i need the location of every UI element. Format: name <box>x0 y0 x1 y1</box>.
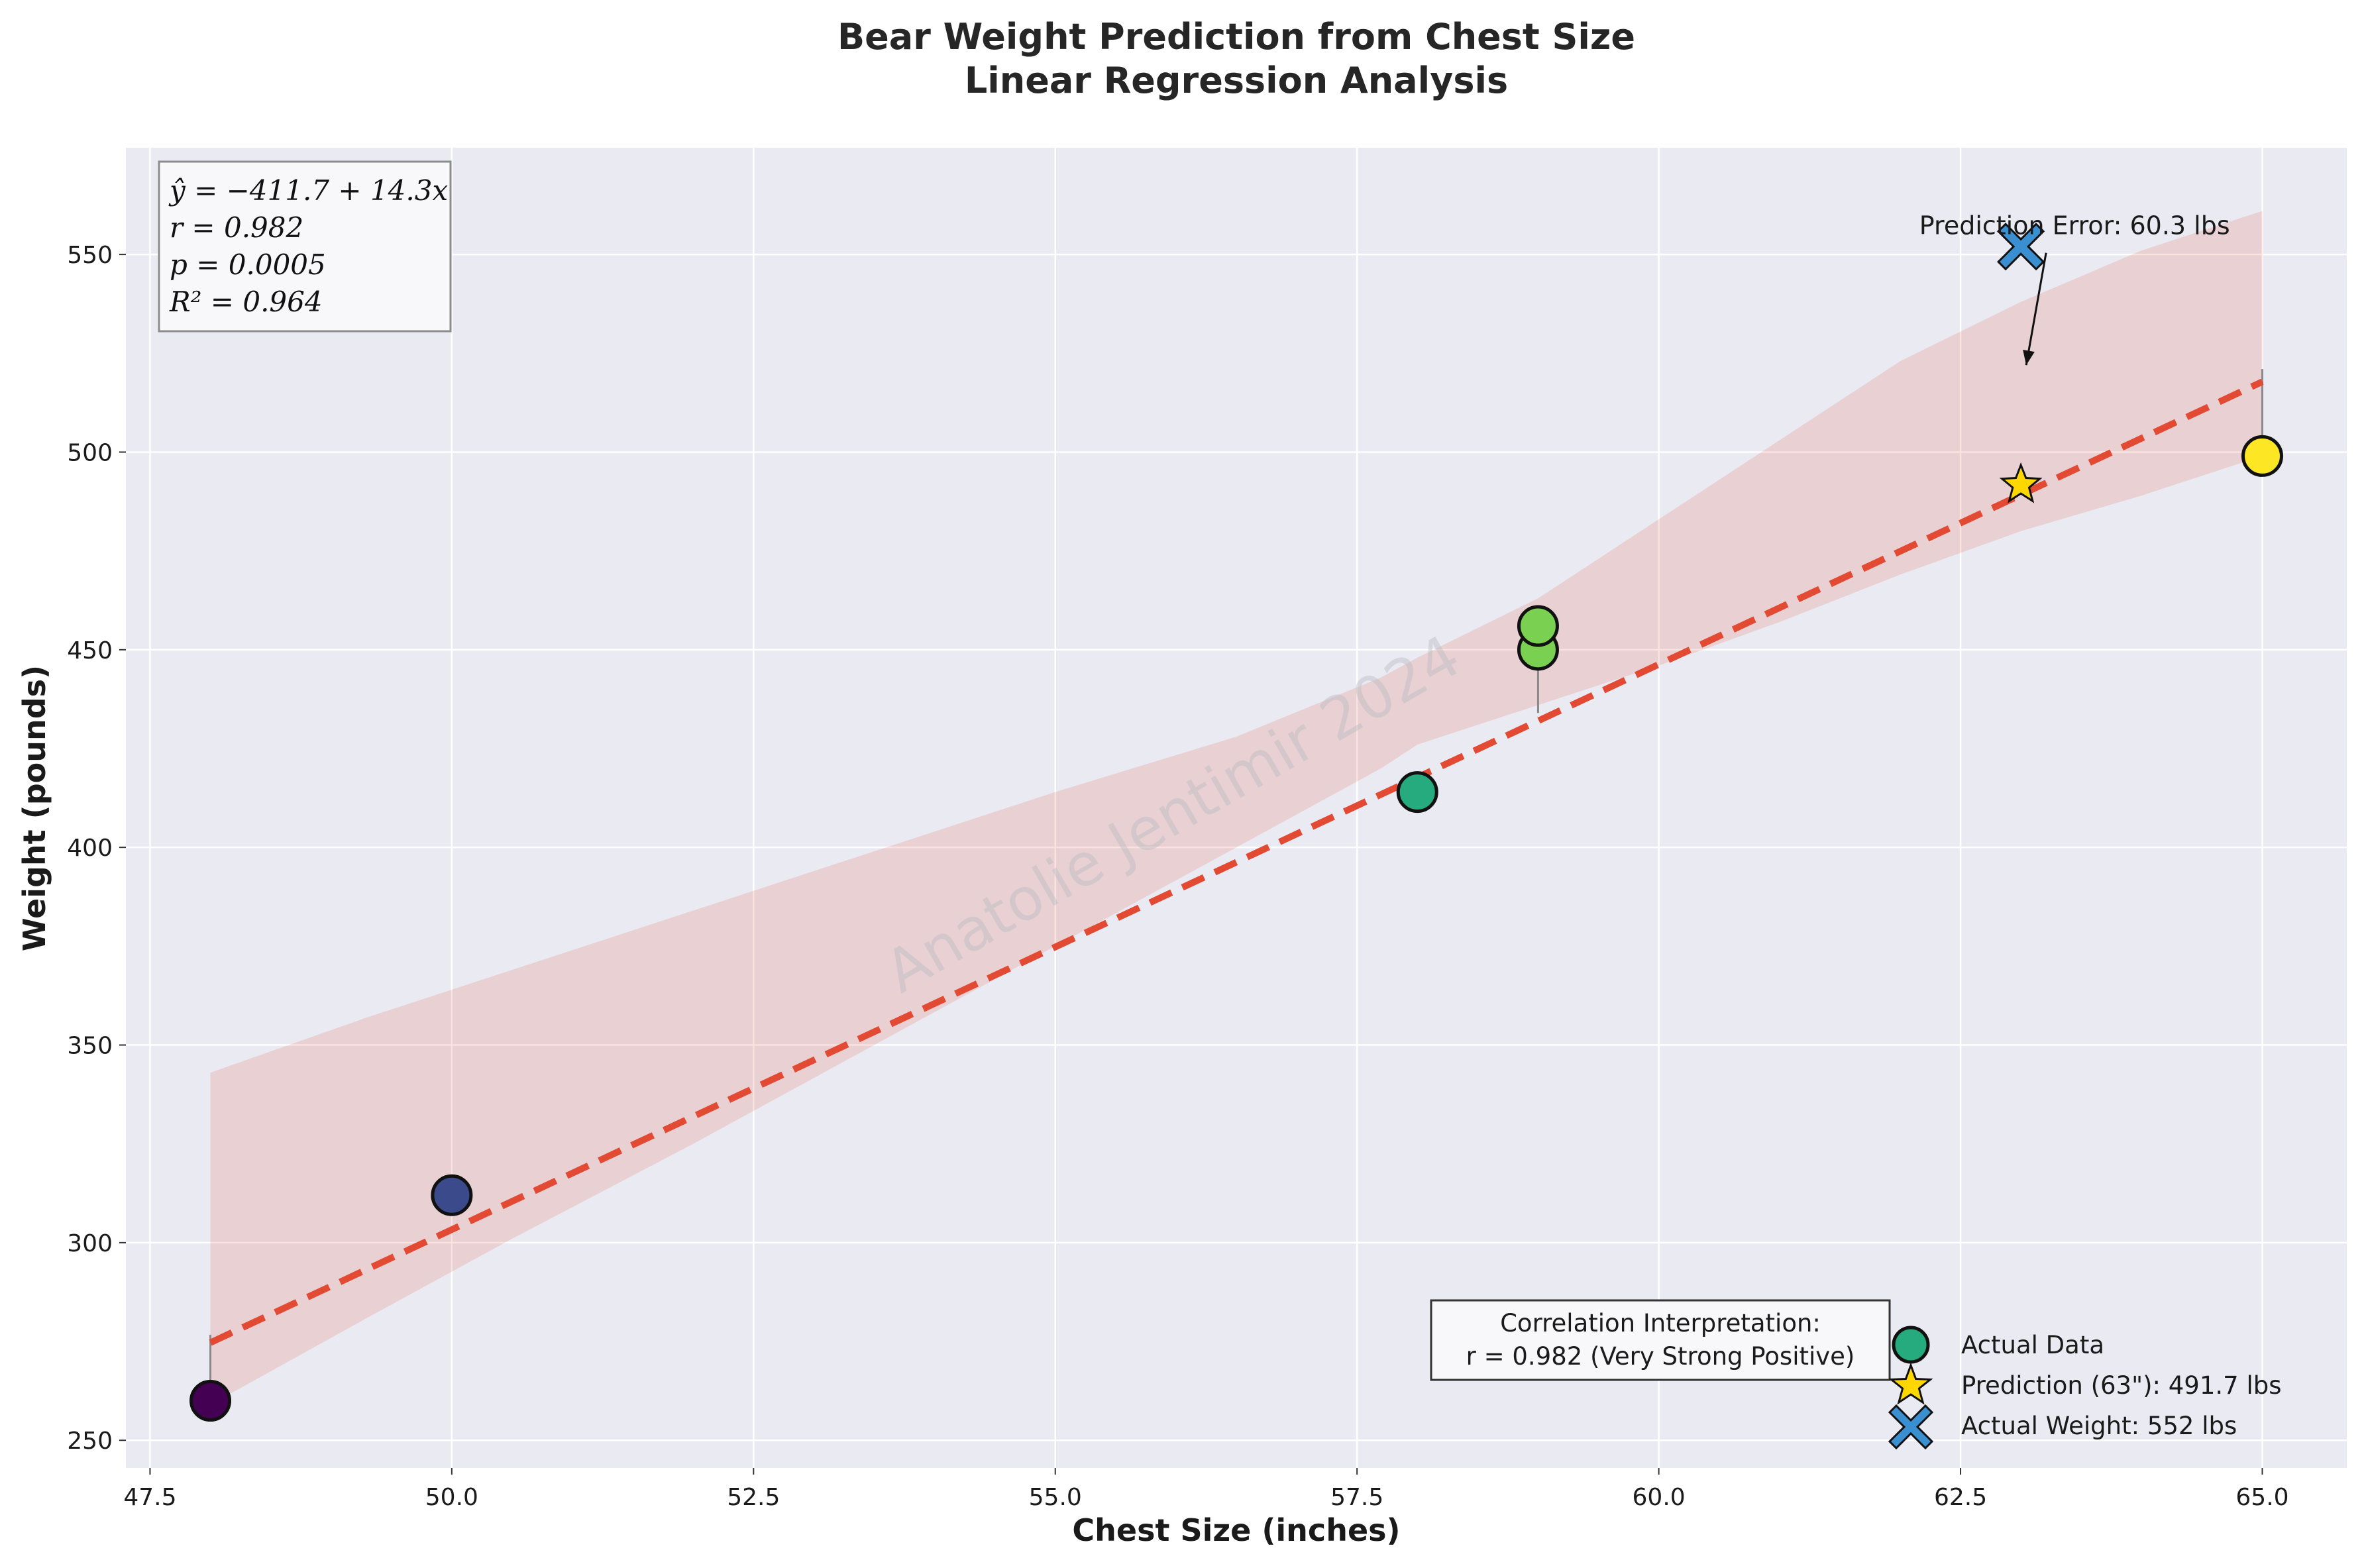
regression-line <box>209 378 2264 1346</box>
y-tick-label: 350 <box>67 1033 113 1060</box>
legend: Actual Data Prediction (63"): 491.7 lbs … <box>1888 1326 2282 1450</box>
data-point <box>1396 771 1438 813</box>
stats-equation: ŷ = −411.7 + 14.3x <box>168 174 448 207</box>
interpretation-heading: Correlation Interpretation: <box>1500 1309 1821 1337</box>
plot-area <box>126 148 2347 1468</box>
stats-box-frame <box>158 160 452 333</box>
legend-label-actual-data: Actual Data <box>1961 1331 2104 1359</box>
data-point <box>431 1174 473 1216</box>
x-tick-label: 52.5 <box>727 1484 780 1511</box>
interpretation-box: Correlation Interpretation: r = 0.982 (V… <box>1430 1299 1891 1381</box>
y-tick-label: 450 <box>67 637 113 664</box>
annotation-arrowhead <box>2023 349 2035 366</box>
x-tick-label: 50.0 <box>425 1484 478 1511</box>
confidence-band-area <box>210 211 2263 1405</box>
x-axis-ticks: 47.5 50.0 52.5 55.0 57.5 60.0 62.5 65.0 <box>123 1468 2289 1511</box>
stats-r: r = 0.982 <box>170 211 303 244</box>
prediction-error-annotation: Prediction Error: 60.3 lbs <box>1919 211 2230 366</box>
grid-lines <box>126 148 2347 1468</box>
legend-label-actual-weight: Actual Weight: 552 lbs <box>1961 1412 2237 1440</box>
y-axis-title: Weight (pounds) <box>17 665 52 951</box>
prediction-markers <box>1996 223 2045 503</box>
data-point <box>189 1380 232 1422</box>
x-tick-label: 62.5 <box>1934 1484 1987 1511</box>
legend-label-prediction: Prediction (63"): 491.7 lbs <box>1961 1371 2282 1400</box>
chart-subtitle: Linear Regression Analysis <box>965 60 1508 101</box>
stats-p: p = 0.0005 <box>170 248 326 281</box>
y-tick-label: 300 <box>67 1230 113 1257</box>
y-tick-label: 550 <box>67 242 113 269</box>
legend-marker-prediction <box>1888 1362 1933 1405</box>
x-tick-label: 60.0 <box>1633 1484 1686 1511</box>
y-tick-label: 250 <box>67 1428 113 1455</box>
chart-title: Bear Weight Prediction from Chest Size <box>837 16 1635 58</box>
y-tick-label: 500 <box>67 439 113 466</box>
x-tick-label: 55.0 <box>1029 1484 1082 1511</box>
stats-r-squared: R² = 0.964 <box>169 286 323 318</box>
x-tick-label: 65.0 <box>2235 1484 2288 1511</box>
confidence-band <box>210 211 2263 1405</box>
actual-weight-x-marker <box>1996 223 2045 271</box>
annotation-arrow <box>2025 252 2047 366</box>
x-axis-title: Chest Size (inches) <box>1072 1512 1400 1548</box>
data-points <box>189 435 2283 1422</box>
legend-marker-actual-weight <box>1888 1404 1934 1450</box>
y-axis-ticks: 250 300 350 400 450 500 550 <box>67 242 126 1455</box>
interpretation-box-frame <box>1430 1299 1891 1381</box>
legend-marker-actual-data <box>1892 1326 1930 1364</box>
regression-line-path <box>209 378 2264 1346</box>
x-tick-label: 57.5 <box>1330 1484 1383 1511</box>
y-tick-label: 400 <box>67 835 113 862</box>
data-point <box>1517 605 1559 647</box>
data-point <box>2241 435 2283 477</box>
prediction-error-label: Prediction Error: 60.3 lbs <box>1919 211 2230 240</box>
interpretation-value: r = 0.982 (Very Strong Positive) <box>1466 1342 1855 1371</box>
stats-box: ŷ = −411.7 + 14.3x r = 0.982 p = 0.0005 … <box>158 160 452 333</box>
prediction-star-marker <box>1999 462 2043 503</box>
x-tick-label: 47.5 <box>123 1484 176 1511</box>
